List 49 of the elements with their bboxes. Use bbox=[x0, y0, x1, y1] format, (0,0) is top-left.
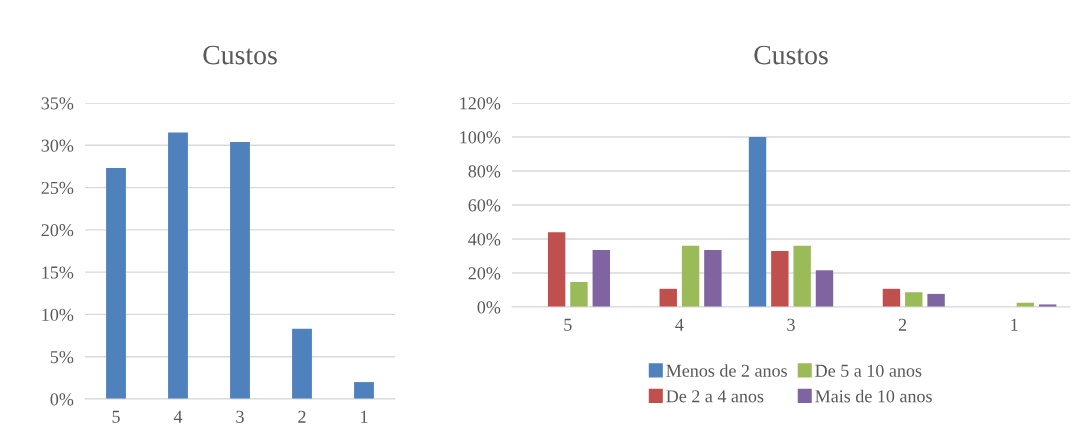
x-tick-label: 3 bbox=[236, 410, 244, 423]
bar bbox=[815, 270, 834, 307]
x-tick-label: 5 bbox=[564, 318, 572, 331]
bar bbox=[659, 288, 677, 307]
bar bbox=[106, 168, 126, 399]
y-tick-label: 0% bbox=[50, 393, 74, 406]
y-tick-label: 40% bbox=[468, 233, 501, 246]
y-tick-label: 25% bbox=[41, 181, 74, 195]
y-tick-label: 0% bbox=[477, 301, 501, 314]
bar bbox=[592, 250, 610, 307]
y-tick-label: 15% bbox=[42, 266, 74, 279]
y-tick-label: 120% bbox=[460, 97, 501, 110]
y-tick-label: 60% bbox=[468, 199, 501, 212]
bar bbox=[681, 245, 700, 307]
x-tick-label: 2 bbox=[898, 318, 907, 331]
y-tick-label: 20% bbox=[41, 224, 74, 237]
chart-title: Custos bbox=[203, 45, 277, 65]
legend-label: Menos de 2 anos bbox=[666, 364, 787, 377]
bar bbox=[704, 250, 722, 307]
bar bbox=[927, 293, 945, 307]
x-tick-label: 3 bbox=[787, 318, 795, 331]
y-tick-label: 10% bbox=[42, 308, 74, 321]
bar bbox=[168, 132, 188, 399]
x-tick-label: 1 bbox=[361, 410, 368, 423]
legend-label: Mais de 10 anos bbox=[815, 389, 932, 403]
bar bbox=[354, 382, 374, 399]
bar bbox=[547, 232, 566, 307]
x-tick-label: 4 bbox=[173, 410, 183, 423]
bar bbox=[748, 137, 767, 307]
bar bbox=[793, 245, 811, 307]
y-tick-label: 35% bbox=[41, 97, 74, 110]
legend-label: De 5 a 10 anos bbox=[815, 364, 922, 377]
x-tick-label: 4 bbox=[675, 318, 684, 331]
y-tick-label: 20% bbox=[468, 267, 501, 280]
x-tick-label: 2 bbox=[298, 410, 306, 423]
bar bbox=[570, 282, 588, 307]
y-tick-label: 5% bbox=[50, 350, 74, 364]
x-tick-label: 1 bbox=[1011, 318, 1018, 331]
bar bbox=[905, 292, 923, 307]
bar bbox=[882, 288, 901, 307]
legend-label: De 2 a 4 anos bbox=[666, 390, 764, 403]
bar bbox=[292, 328, 312, 399]
y-tick-label: 30% bbox=[41, 139, 74, 152]
x-tick-label: 5 bbox=[112, 410, 120, 423]
bar bbox=[230, 141, 250, 399]
chart-title: Custos bbox=[754, 45, 828, 65]
y-tick-label: 80% bbox=[468, 165, 501, 178]
bar bbox=[771, 250, 789, 307]
y-tick-label: 100% bbox=[460, 131, 501, 144]
